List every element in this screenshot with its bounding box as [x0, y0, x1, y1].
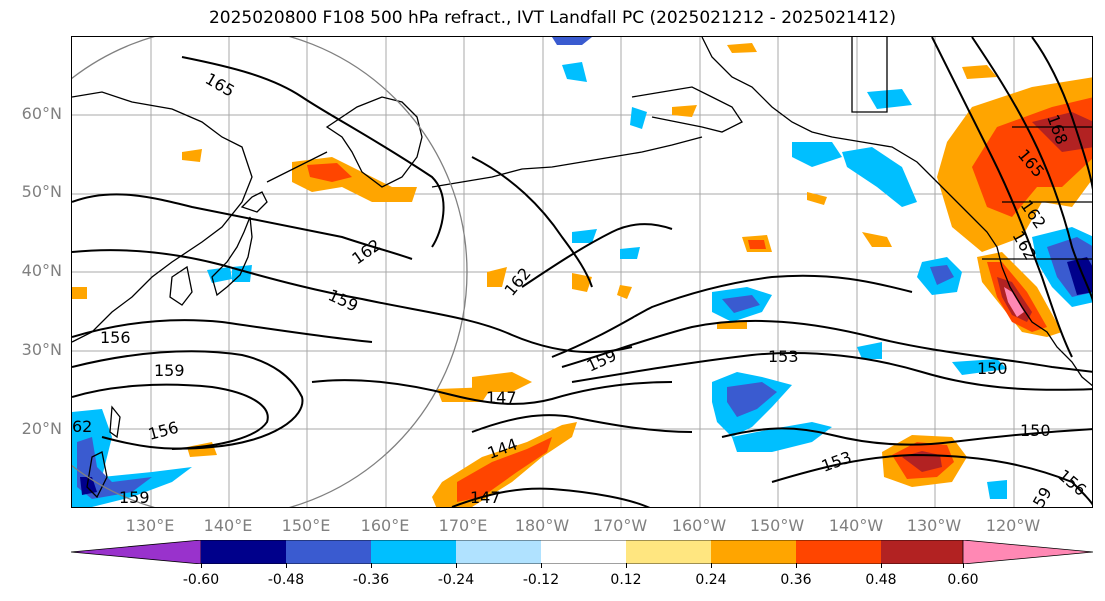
colorbar — [71, 540, 1093, 564]
colorbar-tick-label: 0.24 — [695, 572, 727, 588]
map-canvas: 165 162 159 156 159 156 162 159 153 147 … — [72, 37, 1092, 508]
lon-label-160e: 160°E — [360, 516, 410, 535]
colorbar-segment — [371, 540, 456, 564]
colorbar-segment — [286, 540, 371, 564]
lon-label-120w: 120°W — [985, 516, 1041, 535]
colorbar-tick-label: -0.12 — [522, 572, 560, 588]
lat-label-30n: 30°N — [21, 340, 62, 359]
colorbar-tick-label: -0.48 — [267, 572, 305, 588]
colorbar-segment — [962, 540, 1093, 564]
contour-label: 165 — [202, 69, 238, 101]
colorbar-tick-label: -0.60 — [182, 572, 220, 588]
colorbar-segment — [711, 540, 796, 564]
colorbar-segment — [541, 540, 626, 564]
lon-label-150w: 150°W — [749, 516, 805, 535]
contour-label: 159 — [154, 361, 185, 380]
colorbar-segment — [456, 540, 541, 564]
colorbar-tick-label: -0.36 — [352, 572, 390, 588]
contour-label: 147 — [486, 388, 517, 407]
lat-label-40n: 40°N — [21, 261, 62, 280]
contour-label: 156 — [100, 328, 131, 347]
contour-label: 62 — [72, 417, 92, 436]
height-contours — [72, 37, 1092, 507]
colorbar-segment — [71, 540, 202, 564]
contour-label: 159 — [119, 488, 150, 507]
contour-label: 59 — [1029, 484, 1056, 508]
colorbar-tick-label: 0.60 — [947, 572, 979, 588]
lat-label-60n: 60°N — [21, 104, 62, 123]
lon-label-170w: 170°W — [592, 516, 648, 535]
lon-label-140e: 140°E — [203, 516, 253, 535]
range-circle — [72, 37, 468, 507]
contour-label: 150 — [1020, 421, 1051, 440]
lat-label-20n: 20°N — [21, 419, 62, 438]
coastlines — [72, 37, 1092, 499]
colorbar-tick-label: 0.12 — [610, 572, 642, 588]
refractivity-fill-positive — [72, 43, 1092, 507]
lon-label-180w: 180°W — [514, 516, 570, 535]
colorbar-tick-label: -0.24 — [437, 572, 475, 588]
map-title: 2025020800 F108 500 hPa refract., IVT La… — [208, 8, 896, 28]
lon-label-170e: 170°E — [438, 516, 488, 535]
map-panel: 165 162 159 156 159 156 162 159 153 147 … — [71, 36, 1093, 508]
contour-label: 153 — [768, 347, 799, 366]
contour-label: 150 — [977, 359, 1008, 378]
colorbar-segment — [201, 540, 286, 564]
colorbar-segment — [796, 540, 881, 564]
colorbar-tick-label: 0.48 — [865, 572, 897, 588]
lon-label-140w: 140°W — [828, 516, 884, 535]
lon-label-160w: 160°W — [671, 516, 727, 535]
colorbar-segment — [626, 540, 711, 564]
colorbar-segment — [881, 540, 963, 564]
lon-label-150e: 150°E — [281, 516, 331, 535]
contour-label: 159 — [325, 285, 361, 315]
refractivity-fill-negative — [72, 37, 1092, 507]
colorbar-tick-label: 0.36 — [780, 572, 812, 588]
lon-label-130e: 130°E — [125, 516, 175, 535]
contour-label: 153 — [819, 447, 854, 475]
contour-label: 147 — [470, 488, 501, 507]
lat-label-50n: 50°N — [21, 182, 62, 201]
lon-label-130w: 130°W — [906, 516, 962, 535]
